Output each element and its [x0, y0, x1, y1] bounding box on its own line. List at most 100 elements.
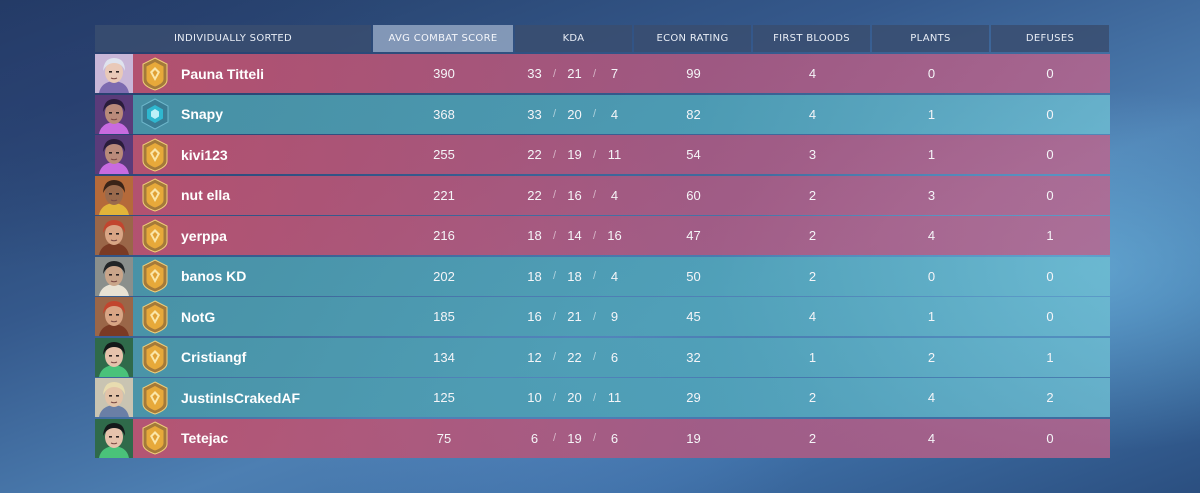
column-header-econ-rating[interactable]: ECON RATING — [634, 25, 751, 52]
plants: 0 — [927, 268, 936, 284]
player-cell: banos KD — [95, 256, 373, 296]
column-header-first-bloods[interactable]: FIRST BLOODS — [753, 25, 870, 52]
econ-rating: 60 — [686, 187, 701, 203]
econ-rating: 29 — [686, 390, 701, 405]
kda-separator: / — [552, 432, 557, 444]
kda: 16 / 21 / 9 — [515, 309, 634, 324]
column-header-player[interactable]: INDIVIDUALLY SORTED — [95, 25, 371, 52]
kda: 18 / 14 / 16 — [515, 228, 634, 243]
defuses: 0 — [1046, 430, 1054, 446]
player-name[interactable]: JustinIsCrakedAF — [181, 389, 301, 406]
econ-rating: 82 — [686, 106, 701, 122]
plants: 1 — [927, 106, 936, 122]
player-name[interactable]: banos KD — [181, 268, 247, 284]
kills: 33 — [527, 66, 542, 81]
player-name[interactable]: NotG — [181, 308, 216, 325]
kda-separator: / — [552, 351, 557, 363]
assists: 4 — [610, 106, 619, 122]
kda-separator: / — [552, 229, 557, 242]
first-bloods: 2 — [808, 228, 817, 243]
column-header-plants[interactable]: PLANTS — [872, 25, 989, 52]
deaths: 20 — [567, 106, 582, 122]
kda: 33 / 21 / 7 — [515, 66, 634, 81]
gold-rank-icon — [139, 299, 171, 334]
assists: 6 — [610, 349, 619, 365]
first-bloods: 2 — [808, 187, 817, 203]
player-row[interactable]: JustinIsCrakedAF 125 10 / 20 / 11 29 2 4… — [95, 378, 1110, 417]
column-header-kda[interactable]: KDA — [515, 25, 632, 52]
defuses: 2 — [1046, 390, 1054, 405]
gold-rank-icon — [139, 421, 171, 455]
kda-separator: / — [592, 67, 597, 80]
player-row[interactable]: kivi123 255 22 / 19 / 11 54 3 1 0 — [95, 135, 1110, 174]
avg-combat-score: 255 — [433, 147, 455, 162]
player-row[interactable]: Pauna Titteli 390 33 / 21 / 7 99 4 0 0 — [95, 54, 1110, 93]
kills: 22 — [527, 187, 542, 203]
kda-separator: / — [552, 148, 557, 161]
econ-rating: 50 — [686, 268, 701, 284]
avg-combat-score: 221 — [433, 187, 455, 203]
econ-rating: 45 — [686, 309, 701, 324]
player-row[interactable]: Cristiangf 134 12 / 22 / 6 32 1 2 1 — [95, 337, 1110, 377]
player-name[interactable]: nut ella — [181, 187, 231, 203]
player-name[interactable]: kivi123 — [181, 146, 228, 163]
avg-combat-score: 125 — [433, 390, 455, 405]
player-name[interactable]: yerppa — [181, 227, 227, 244]
column-header-avg-combat-score[interactable]: AVG COMBAT SCORE — [373, 25, 513, 52]
column-header-defuses[interactable]: DEFUSES — [991, 25, 1109, 52]
deaths: 19 — [567, 147, 582, 162]
deaths: 21 — [567, 66, 582, 81]
agent-reyna-icon — [95, 94, 133, 134]
first-bloods: 3 — [808, 147, 817, 162]
kills: 33 — [527, 106, 542, 122]
avg-combat-score: 368 — [433, 106, 455, 122]
avg-combat-score: 75 — [436, 430, 452, 446]
first-bloods: 4 — [808, 309, 817, 324]
player-row[interactable]: NotG 185 16 / 21 / 9 45 4 1 0 — [95, 297, 1110, 336]
kills: 16 — [527, 309, 542, 324]
kda-separator: / — [592, 351, 597, 363]
gold-rank-icon — [139, 340, 171, 374]
defuses: 0 — [1046, 147, 1054, 162]
agent-viper-icon — [95, 418, 133, 458]
scoreboard: INDIVIDUALLY SORTED AVG COMBAT SCORE KDA… — [95, 25, 1110, 459]
player-name[interactable]: Tetejac — [181, 430, 229, 446]
kda-separator: / — [592, 432, 597, 444]
agent-phoenix-icon — [95, 175, 133, 215]
kills: 22 — [527, 147, 542, 162]
player-row[interactable]: Tetejac 75 6 / 19 / 6 19 2 4 0 — [95, 418, 1110, 458]
player-name[interactable]: Snapy — [181, 106, 224, 122]
agent-viper-icon — [95, 337, 133, 377]
agent-brimstone-icon — [95, 297, 133, 336]
player-rows: Pauna Titteli 390 33 / 21 / 7 99 4 0 0 S… — [95, 54, 1110, 458]
player-name[interactable]: Cristiangf — [181, 349, 247, 365]
plants: 0 — [927, 66, 936, 81]
player-row[interactable]: Snapy 368 33 / 20 / 4 82 4 1 0 — [95, 94, 1110, 134]
agent-cypher-icon — [95, 256, 133, 296]
player-row[interactable]: banos KD 202 18 / 18 / 4 50 2 0 0 — [95, 256, 1110, 296]
assists: 7 — [610, 66, 619, 81]
player-name[interactable]: Pauna Titteli — [181, 65, 264, 82]
plants: 1 — [927, 147, 936, 162]
econ-rating: 54 — [686, 147, 701, 162]
player-cell: Tetejac — [95, 418, 373, 458]
agent-sova-icon — [95, 378, 133, 417]
kills: 18 — [527, 268, 542, 284]
player-row[interactable]: yerppa 216 18 / 14 / 16 47 2 4 1 — [95, 216, 1110, 255]
kda-separator: / — [552, 189, 557, 201]
scoreboard-header: INDIVIDUALLY SORTED AVG COMBAT SCORE KDA… — [95, 25, 1110, 52]
kills: 6 — [530, 430, 539, 446]
defuses: 1 — [1046, 349, 1054, 365]
deaths: 14 — [567, 228, 582, 243]
first-bloods: 4 — [808, 106, 817, 122]
kda-separator: / — [552, 270, 557, 282]
kda: 6 / 19 / 6 — [515, 431, 634, 446]
kda-separator: / — [592, 270, 597, 282]
deaths: 22 — [567, 349, 582, 365]
player-cell: Pauna Titteli — [95, 54, 373, 93]
kda: 22 / 19 / 11 — [515, 147, 634, 162]
player-row[interactable]: nut ella 221 22 / 16 / 4 60 2 3 0 — [95, 175, 1110, 215]
player-cell: Snapy — [95, 94, 373, 134]
econ-rating: 99 — [686, 66, 701, 81]
kda-separator: / — [592, 148, 597, 161]
